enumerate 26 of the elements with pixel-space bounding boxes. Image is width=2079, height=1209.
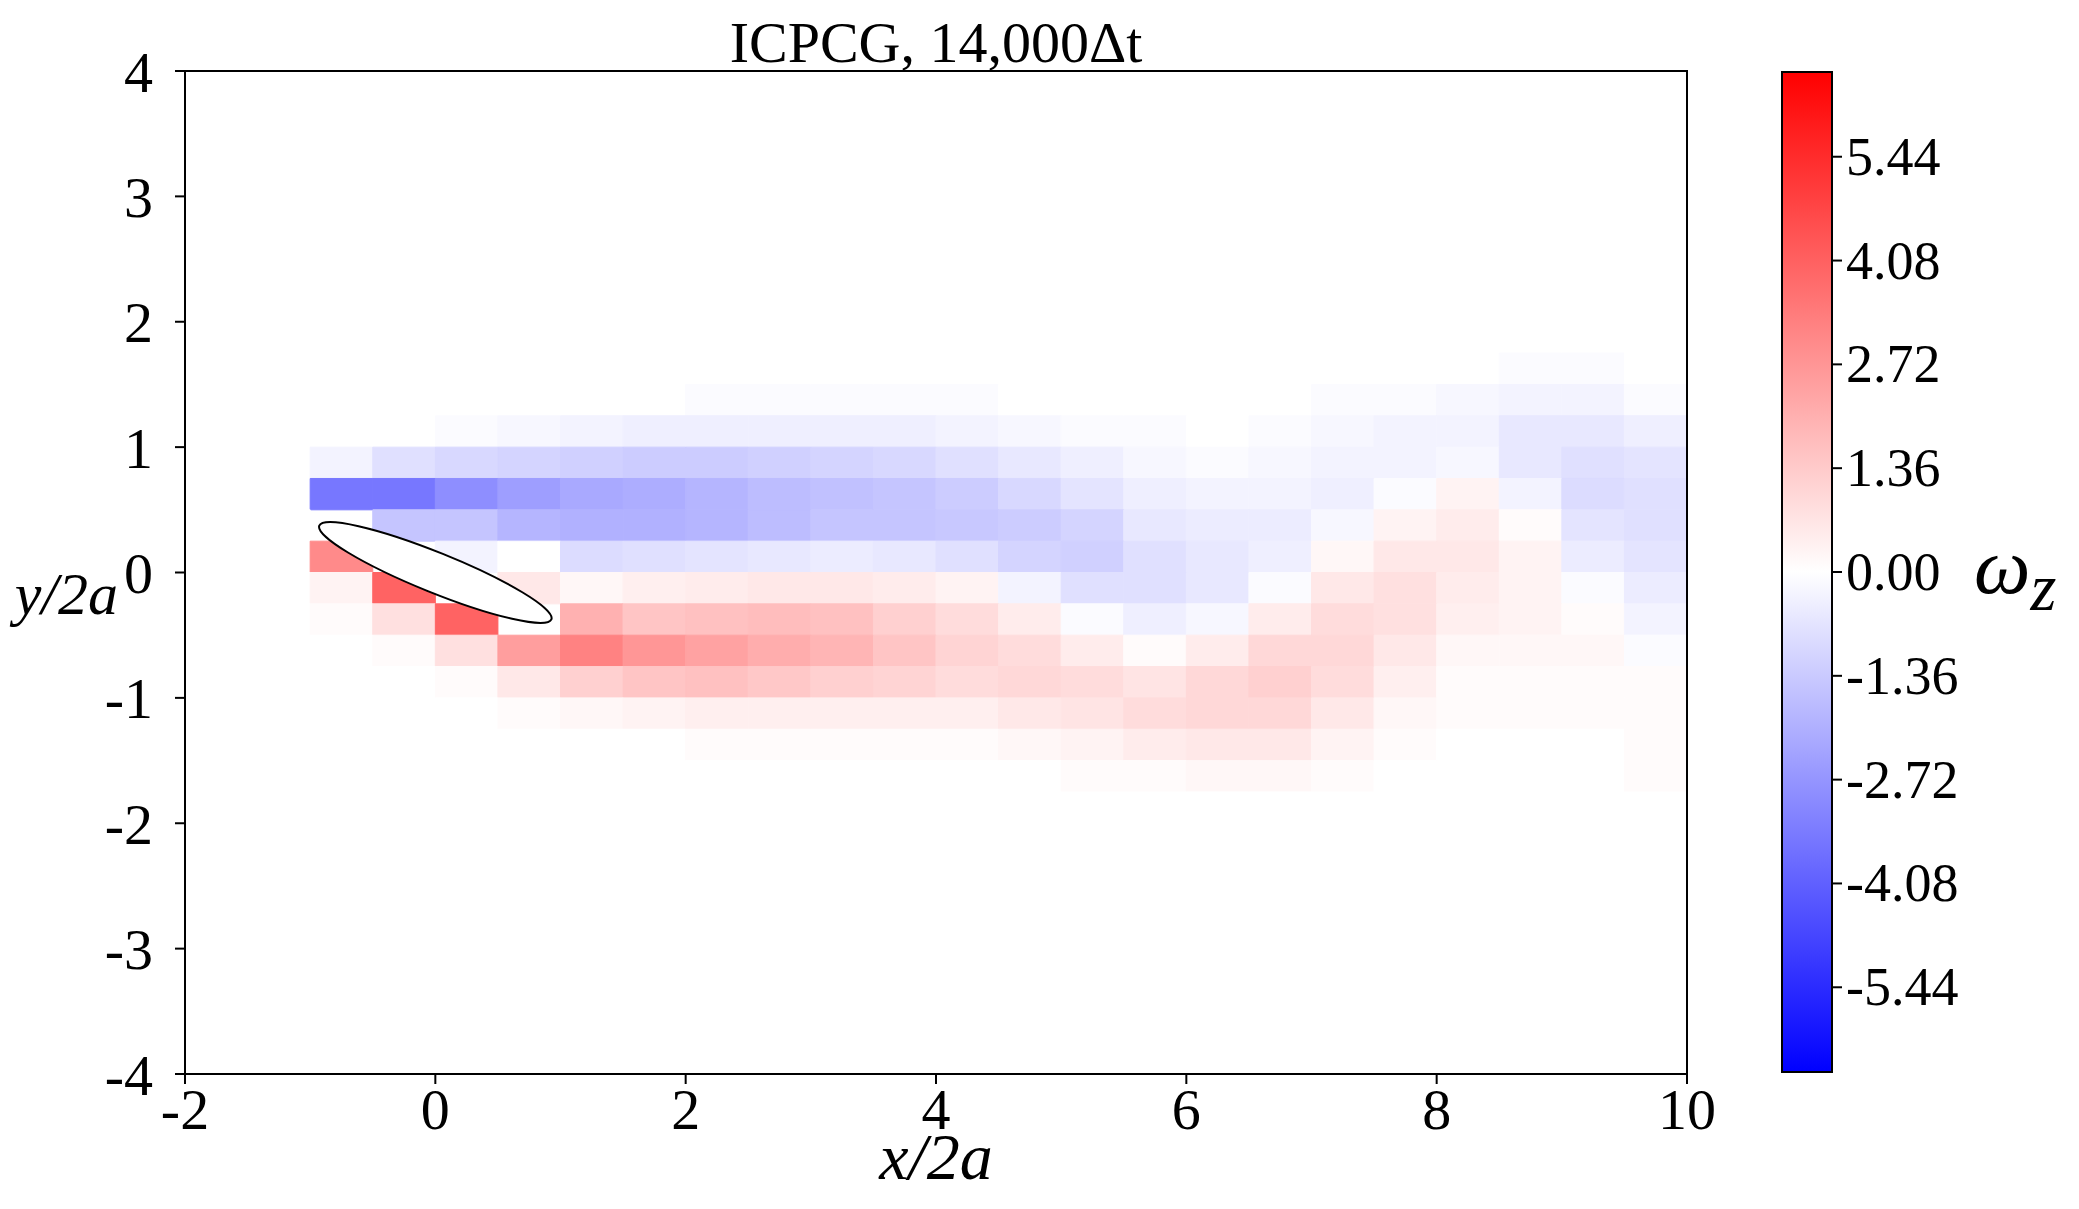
color-bar-label: 0.00 [1846,542,1941,602]
y-axis-title: y/2a [9,561,118,627]
color-bar-label: -5.44 [1846,957,1959,1018]
x-tick-label: 10 [1658,1077,1716,1143]
chart-title: ICPCG, 14,000Δt [728,10,1144,75]
y-tick-label: 1 [124,415,153,481]
color-bar-label: 5.44 [1846,126,1941,187]
color-bar-label: 4.08 [1846,230,1941,291]
x-tick-label: 8 [1422,1077,1452,1143]
color-bar-label: -4.08 [1846,853,1959,914]
y-tick-label: -1 [104,666,153,732]
y-tick-label: -4 [104,1042,153,1108]
y-tick-label: 0 [124,541,153,607]
y-tick-label: 4 [124,39,153,105]
color-bar-label: -2.72 [1846,749,1959,810]
x-tick-label: 6 [1171,1077,1201,1143]
y-tick-label: -3 [104,917,153,983]
y-tick-label: -2 [104,791,153,857]
color-bar-title: ω$_{z}$ [1974,522,2057,624]
color-bar-label: -1.36 [1846,645,1959,706]
y-tick-label: 2 [124,290,153,356]
color-bar-label: 1.36 [1846,438,1941,499]
y-tick-label: 3 [124,164,153,230]
x-tick-label: 2 [671,1077,701,1143]
x-tick-label: 0 [420,1077,450,1143]
color-bar-label: 2.72 [1846,334,1941,395]
